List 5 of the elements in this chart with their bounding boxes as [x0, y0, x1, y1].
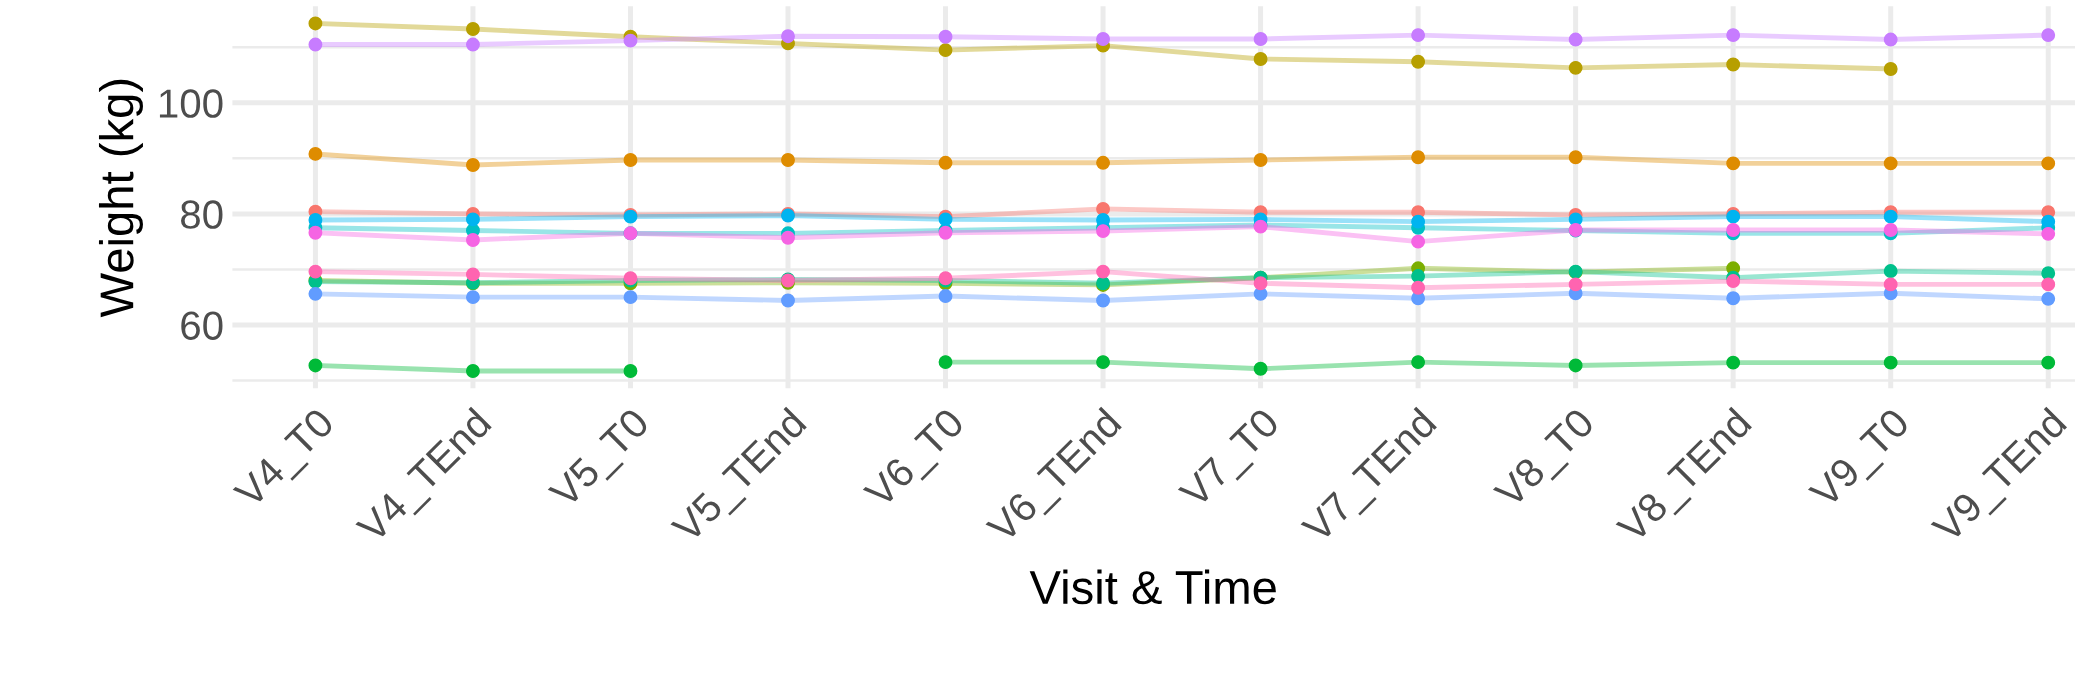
- y-tick-label: 100: [159, 89, 223, 118]
- y-tick-label: 60: [181, 311, 223, 340]
- x-axis-title: Visit & Time: [1029, 569, 1276, 605]
- y-tick-label: 80: [181, 200, 223, 229]
- y-axis-title: Weight (kg): [98, 79, 143, 318]
